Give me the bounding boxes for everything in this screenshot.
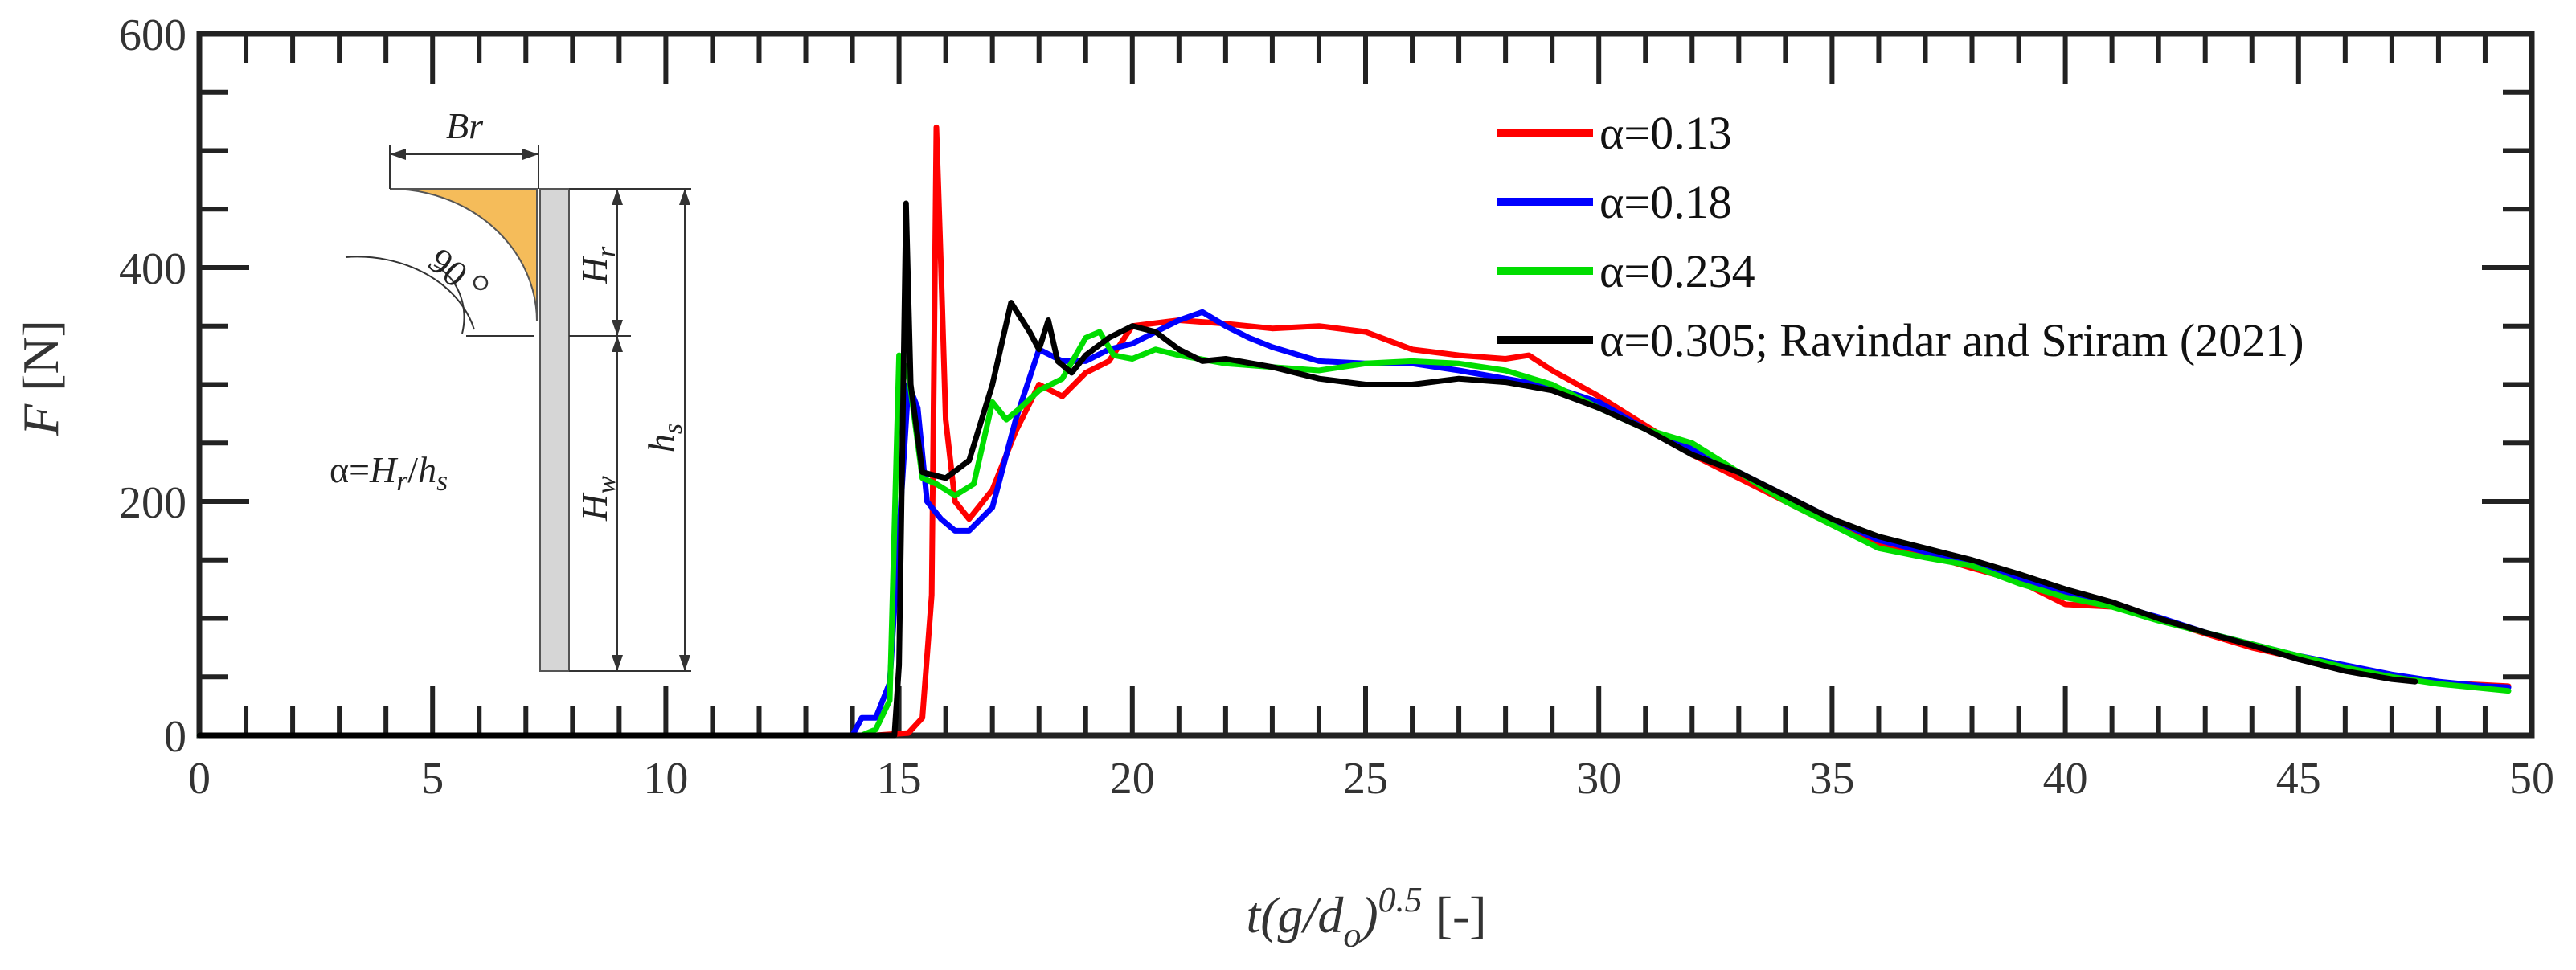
series-line-4 bbox=[196, 200, 2418, 739]
legend-label-1: α=0.13 bbox=[1599, 107, 1732, 159]
br-arrow-right bbox=[522, 149, 539, 160]
x-tick-label: 30 bbox=[1576, 754, 1621, 804]
hs-label: hs bbox=[641, 424, 688, 452]
x-tick-label: 45 bbox=[2276, 754, 2321, 804]
series-lines bbox=[196, 124, 2512, 739]
hs-arrow-bottom bbox=[679, 655, 690, 671]
x-tick-label: 50 bbox=[2509, 754, 2554, 804]
hs-arrow-top bbox=[679, 189, 690, 205]
y-axis-label: F [N] bbox=[12, 320, 69, 436]
wall bbox=[539, 188, 570, 672]
x-tick-label: 5 bbox=[421, 754, 444, 804]
degree-symbol bbox=[473, 275, 489, 291]
x-tick-label: 15 bbox=[877, 754, 922, 804]
tick-labels: 0 5 10 15 20 25 30 35 40 45 50 0 200 400 600 bbox=[119, 10, 2554, 804]
reservoir-fillet bbox=[389, 188, 538, 322]
legend-label-4: α=0.305; Ravindar and Sriram (2021) bbox=[1599, 314, 2304, 366]
angle-arc-lower bbox=[433, 264, 465, 334]
axis-ticks bbox=[199, 34, 2532, 735]
x-tick-label: 35 bbox=[1809, 754, 1854, 804]
x-tick-label: 25 bbox=[1343, 754, 1388, 804]
legend-label-2: α=0.18 bbox=[1599, 176, 1732, 228]
y-tick-label: 600 bbox=[119, 10, 186, 60]
hw-arrow-top bbox=[612, 336, 623, 352]
y-tick-label: 400 bbox=[119, 244, 186, 294]
hr-label: Hr bbox=[574, 246, 621, 284]
x-tick-label: 20 bbox=[1110, 754, 1155, 804]
br-label: Br bbox=[446, 105, 484, 146]
x-axis-label: t(g/do)0.5 [-] bbox=[1246, 880, 1486, 955]
angle-arc bbox=[345, 256, 475, 330]
x-tick-label: 10 bbox=[643, 754, 688, 804]
x-tick-label: 0 bbox=[188, 754, 211, 804]
legend-label-3: α=0.234 bbox=[1599, 245, 1755, 297]
angle-label: 90 bbox=[421, 240, 476, 296]
br-arrow-left bbox=[390, 149, 406, 160]
y-tick-label: 200 bbox=[119, 478, 186, 528]
alpha-formula: α=Hr/hs bbox=[330, 449, 448, 497]
hr-arrow-top bbox=[612, 189, 623, 205]
hw-arrow-bottom bbox=[612, 655, 623, 671]
hw-label: Hw bbox=[574, 476, 621, 522]
legend: α=0.13 α=0.18 α=0.234 α=0.305; Ravindar and… bbox=[1497, 107, 2304, 366]
x-tick-label: 40 bbox=[2043, 754, 2088, 804]
hr-arrow-bottom bbox=[612, 320, 623, 336]
inset-schematic: Br 90 Hr Hw hs α=Hr/hs bbox=[330, 105, 691, 672]
y-tick-label: 0 bbox=[164, 712, 186, 762]
series-line-3 bbox=[196, 329, 2512, 739]
